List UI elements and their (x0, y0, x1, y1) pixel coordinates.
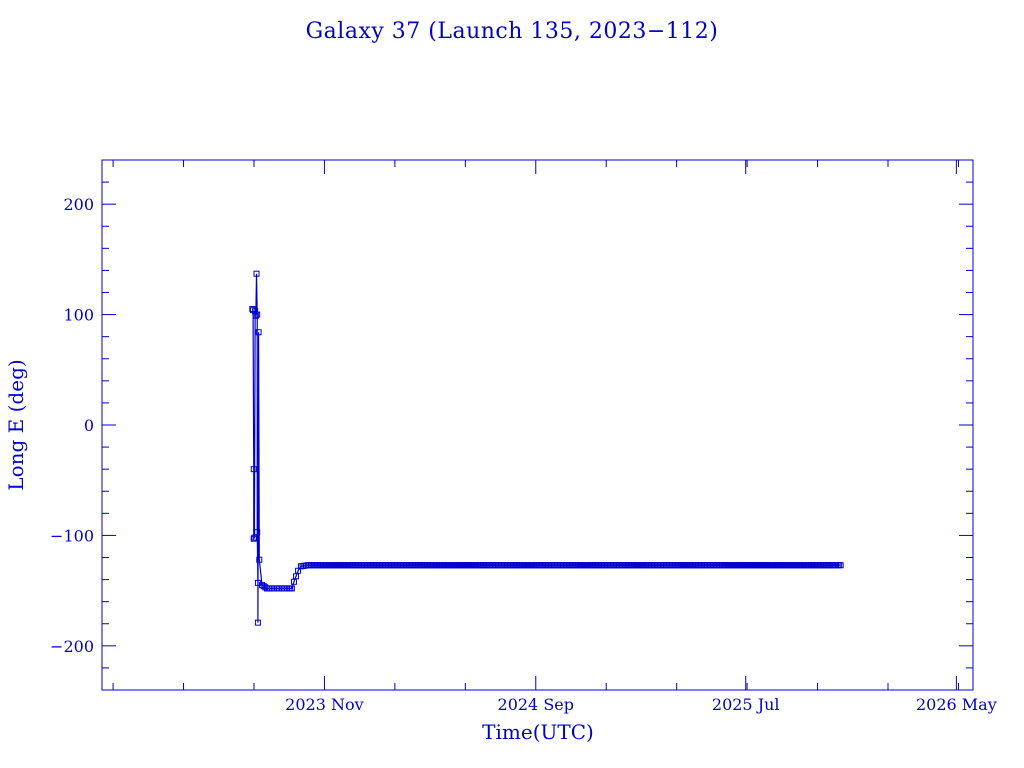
y-tick-label: −200 (50, 637, 94, 656)
data-point-marker (256, 556, 263, 563)
data-point-marker (254, 311, 261, 318)
data-point-marker (251, 534, 258, 541)
x-tick-label: 2026 May (916, 695, 997, 714)
data-point-marker (837, 562, 844, 569)
y-tick-label: 100 (63, 306, 94, 325)
data-point-marker (293, 573, 300, 580)
x-tick-label: 2023 Nov (285, 695, 363, 714)
data-point-marker (254, 529, 261, 536)
data-point-marker (253, 270, 260, 277)
data-point-marker (250, 466, 257, 473)
data-point-marker (255, 329, 262, 336)
y-tick-label: 200 (63, 195, 94, 214)
axis-ticks (102, 159, 973, 691)
data-point-marker (288, 585, 295, 592)
x-tick-label: 2025 Jul (712, 695, 780, 714)
x-tick-label: 2024 Sep (498, 695, 574, 714)
x-axis-label: Time(UTC) (482, 720, 594, 744)
data-point-marker (250, 535, 257, 542)
data-point-marker (290, 578, 297, 585)
data-point-marker (254, 619, 261, 626)
data-point-marker (252, 312, 259, 319)
y-axis-label: Long E (deg) (4, 359, 28, 490)
series-line (251, 273, 841, 623)
plot-frame (101, 159, 974, 691)
tick-labels: 200 100 0 −100 −200 2023 Nov 2024 Sep 2025 Jul 2… (50, 195, 997, 714)
chart-title: Galaxy 37 (Launch 135, 2023−112) (306, 19, 719, 44)
series-group (249, 270, 844, 626)
y-tick-label: 0 (84, 416, 94, 435)
y-tick-label: −100 (50, 526, 94, 545)
